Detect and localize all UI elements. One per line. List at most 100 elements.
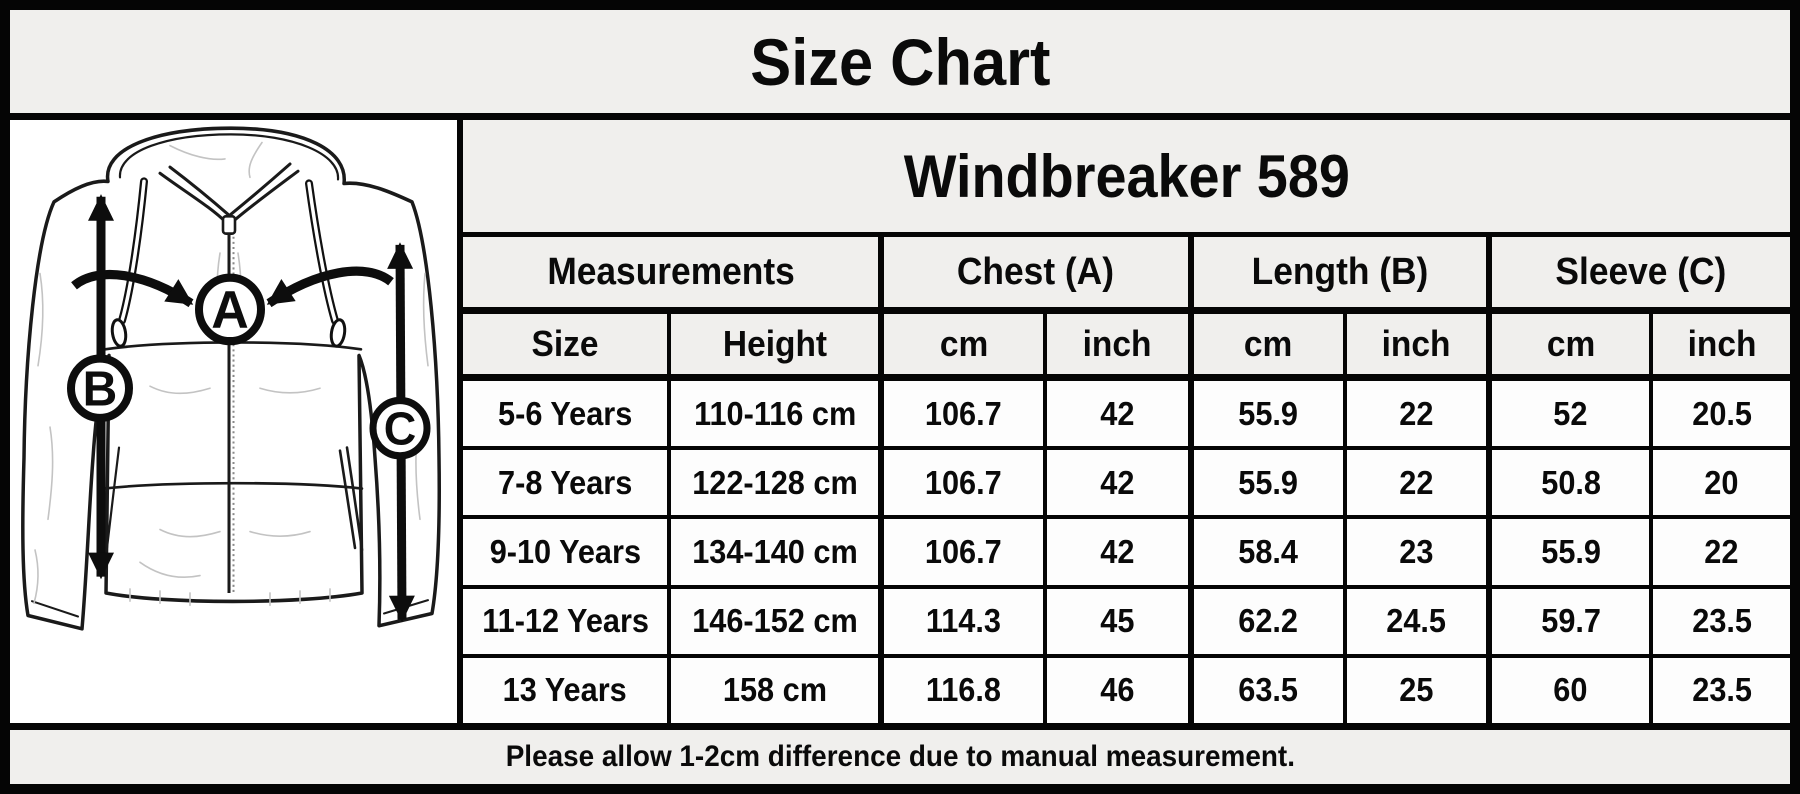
jacket-panel: A B C — [10, 120, 463, 723]
cell-sleeve-inch: 20.5 — [1649, 381, 1790, 447]
group-header-chest: Chest (A) — [878, 237, 1188, 307]
cell-text: 22 — [1704, 533, 1739, 570]
cell-text: 116.8 — [926, 671, 1002, 709]
main-area: A B C Windbreaker 589 Measurements Chest… — [10, 120, 1790, 724]
subheader-length-cm: cm — [1187, 314, 1343, 374]
subheader-height-text: Height — [722, 323, 827, 364]
cell-text: 106.7 — [925, 533, 1002, 570]
cell-text: 22 — [1399, 463, 1434, 501]
cell-text: 60 — [1553, 671, 1588, 709]
cell-sleeve-inch: 23.5 — [1649, 588, 1790, 654]
cell-length-cm: 62.2 — [1187, 588, 1343, 654]
cell-chest-cm: 114.3 — [878, 588, 1043, 654]
cell-text: 146-152 cm — [692, 602, 858, 640]
cell-size: 5-6 Years — [463, 381, 667, 446]
size-table: Windbreaker 589 Measurements Chest (A) L… — [463, 120, 1790, 724]
label-b: B — [83, 362, 118, 417]
cell-length-cm: 63.5 — [1187, 657, 1343, 724]
table-row: 13 Years 158 cm 116.8 46 63.5 25 60 23.5 — [463, 657, 1790, 724]
cell-chest-inch: 45 — [1042, 588, 1188, 654]
cell-text: 122-128 cm — [692, 463, 858, 501]
cell-text: 22 — [1399, 394, 1434, 432]
cell-length-inch: 22 — [1342, 450, 1486, 516]
cell-size: 11-12 Years — [463, 589, 667, 654]
cell-chest-cm: 106.7 — [878, 450, 1043, 516]
table-row: 5-6 Years 110-116 cm 106.7 42 55.9 22 52… — [463, 381, 1790, 451]
subheader-sleeve-inch-text: inch — [1687, 323, 1757, 364]
table-row: 11-12 Years 146-152 cm 114.3 45 62.2 24.… — [463, 588, 1790, 658]
group-header-sleeve-text: Sleeve (C) — [1555, 250, 1727, 293]
pocket-right — [338, 446, 364, 552]
subheader-size: Size — [463, 314, 668, 374]
cell-text: 42 — [1100, 463, 1135, 501]
cell-text: 45 — [1100, 602, 1135, 640]
cell-length-inch: 23 — [1342, 519, 1486, 585]
label-a: A — [211, 280, 249, 340]
cell-text: 110-116 cm — [693, 394, 856, 432]
table-title: Windbreaker 589 — [463, 120, 1790, 237]
cell-height: 134-140 cm — [667, 519, 878, 585]
cell-text: 7-8 Years — [498, 463, 633, 501]
label-c-circle — [369, 396, 431, 460]
jacket-diagram: A B C — [21, 126, 441, 631]
cell-text: 55.9 — [1238, 463, 1299, 501]
title-bar: Size Chart — [10, 10, 1790, 120]
group-header-row: Measurements Chest (A) Length (B) Sleeve… — [463, 237, 1790, 314]
cell-height: 110-116 cm — [667, 381, 878, 447]
cell-chest-inch: 46 — [1042, 657, 1188, 724]
label-c: C — [384, 403, 416, 455]
cell-height: 146-152 cm — [667, 588, 878, 654]
cell-text: 106.7 — [925, 394, 1002, 432]
neckline-left — [158, 165, 231, 224]
group-header-sleeve: Sleeve (C) — [1486, 237, 1790, 307]
cell-length-cm: 55.9 — [1187, 450, 1343, 516]
cell-size: 13 Years — [463, 658, 667, 723]
cell-text: 114.3 — [926, 602, 1002, 640]
cell-text: 63.5 — [1238, 671, 1299, 709]
footer-note: Please allow 1-2cm difference due to man… — [505, 740, 1295, 773]
subheader-chest-inch-text: inch — [1082, 323, 1152, 364]
cell-text: 58.4 — [1238, 533, 1299, 570]
cell-length-inch: 22 — [1342, 381, 1486, 447]
group-header-length-text: Length (B) — [1251, 250, 1429, 293]
chest-measure-arrow-left — [71, 270, 194, 308]
group-header-length: Length (B) — [1187, 237, 1487, 307]
drawstring-left — [110, 177, 148, 348]
cell-chest-inch: 42 — [1042, 450, 1188, 516]
cell-length-inch: 24.5 — [1342, 588, 1486, 654]
cell-chest-inch: 42 — [1042, 381, 1188, 447]
cell-text: 25 — [1399, 671, 1434, 709]
cell-text: 11-12 Years — [481, 602, 649, 640]
cell-text: 42 — [1100, 533, 1135, 570]
cell-sleeve-cm: 52 — [1486, 381, 1649, 447]
cell-sleeve-inch: 23.5 — [1649, 657, 1790, 724]
cell-size: 7-8 Years — [463, 450, 667, 515]
subheader-chest-cm: cm — [878, 314, 1043, 374]
cell-length-inch: 25 — [1342, 657, 1486, 724]
cell-length-cm: 55.9 — [1187, 381, 1343, 447]
cell-text: 62.2 — [1238, 602, 1299, 640]
subheader-size-text: Size — [531, 323, 599, 364]
subheader-row: Size Height cm inch cm inch cm inch — [463, 314, 1790, 381]
cell-text: 23.5 — [1691, 602, 1752, 640]
waist-seam — [102, 481, 364, 490]
group-header-measurements-text: Measurements — [546, 250, 795, 293]
table-row: 7-8 Years 122-128 cm 106.7 42 55.9 22 50… — [463, 450, 1790, 520]
drawstring-right — [305, 179, 347, 348]
cell-text: 50.8 — [1540, 463, 1601, 501]
page-title-text: Size Chart — [749, 24, 1051, 99]
group-header-chest-text: Chest (A) — [957, 250, 1115, 293]
jacket-outline — [21, 126, 441, 631]
cell-sleeve-inch: 22 — [1649, 519, 1790, 585]
subheader-sleeve-cm-text: cm — [1546, 323, 1595, 364]
neckline-right — [229, 162, 300, 224]
subheader-length-cm-text: cm — [1243, 323, 1293, 364]
cell-text: 59.7 — [1540, 602, 1601, 640]
cell-text: 9-10 Years — [489, 533, 641, 570]
cell-text: 46 — [1100, 671, 1135, 709]
cell-height: 122-128 cm — [667, 450, 878, 516]
cell-sleeve-inch: 20 — [1649, 450, 1790, 516]
subheader-length-inch: inch — [1342, 314, 1487, 374]
cell-text: 23.5 — [1691, 671, 1752, 709]
